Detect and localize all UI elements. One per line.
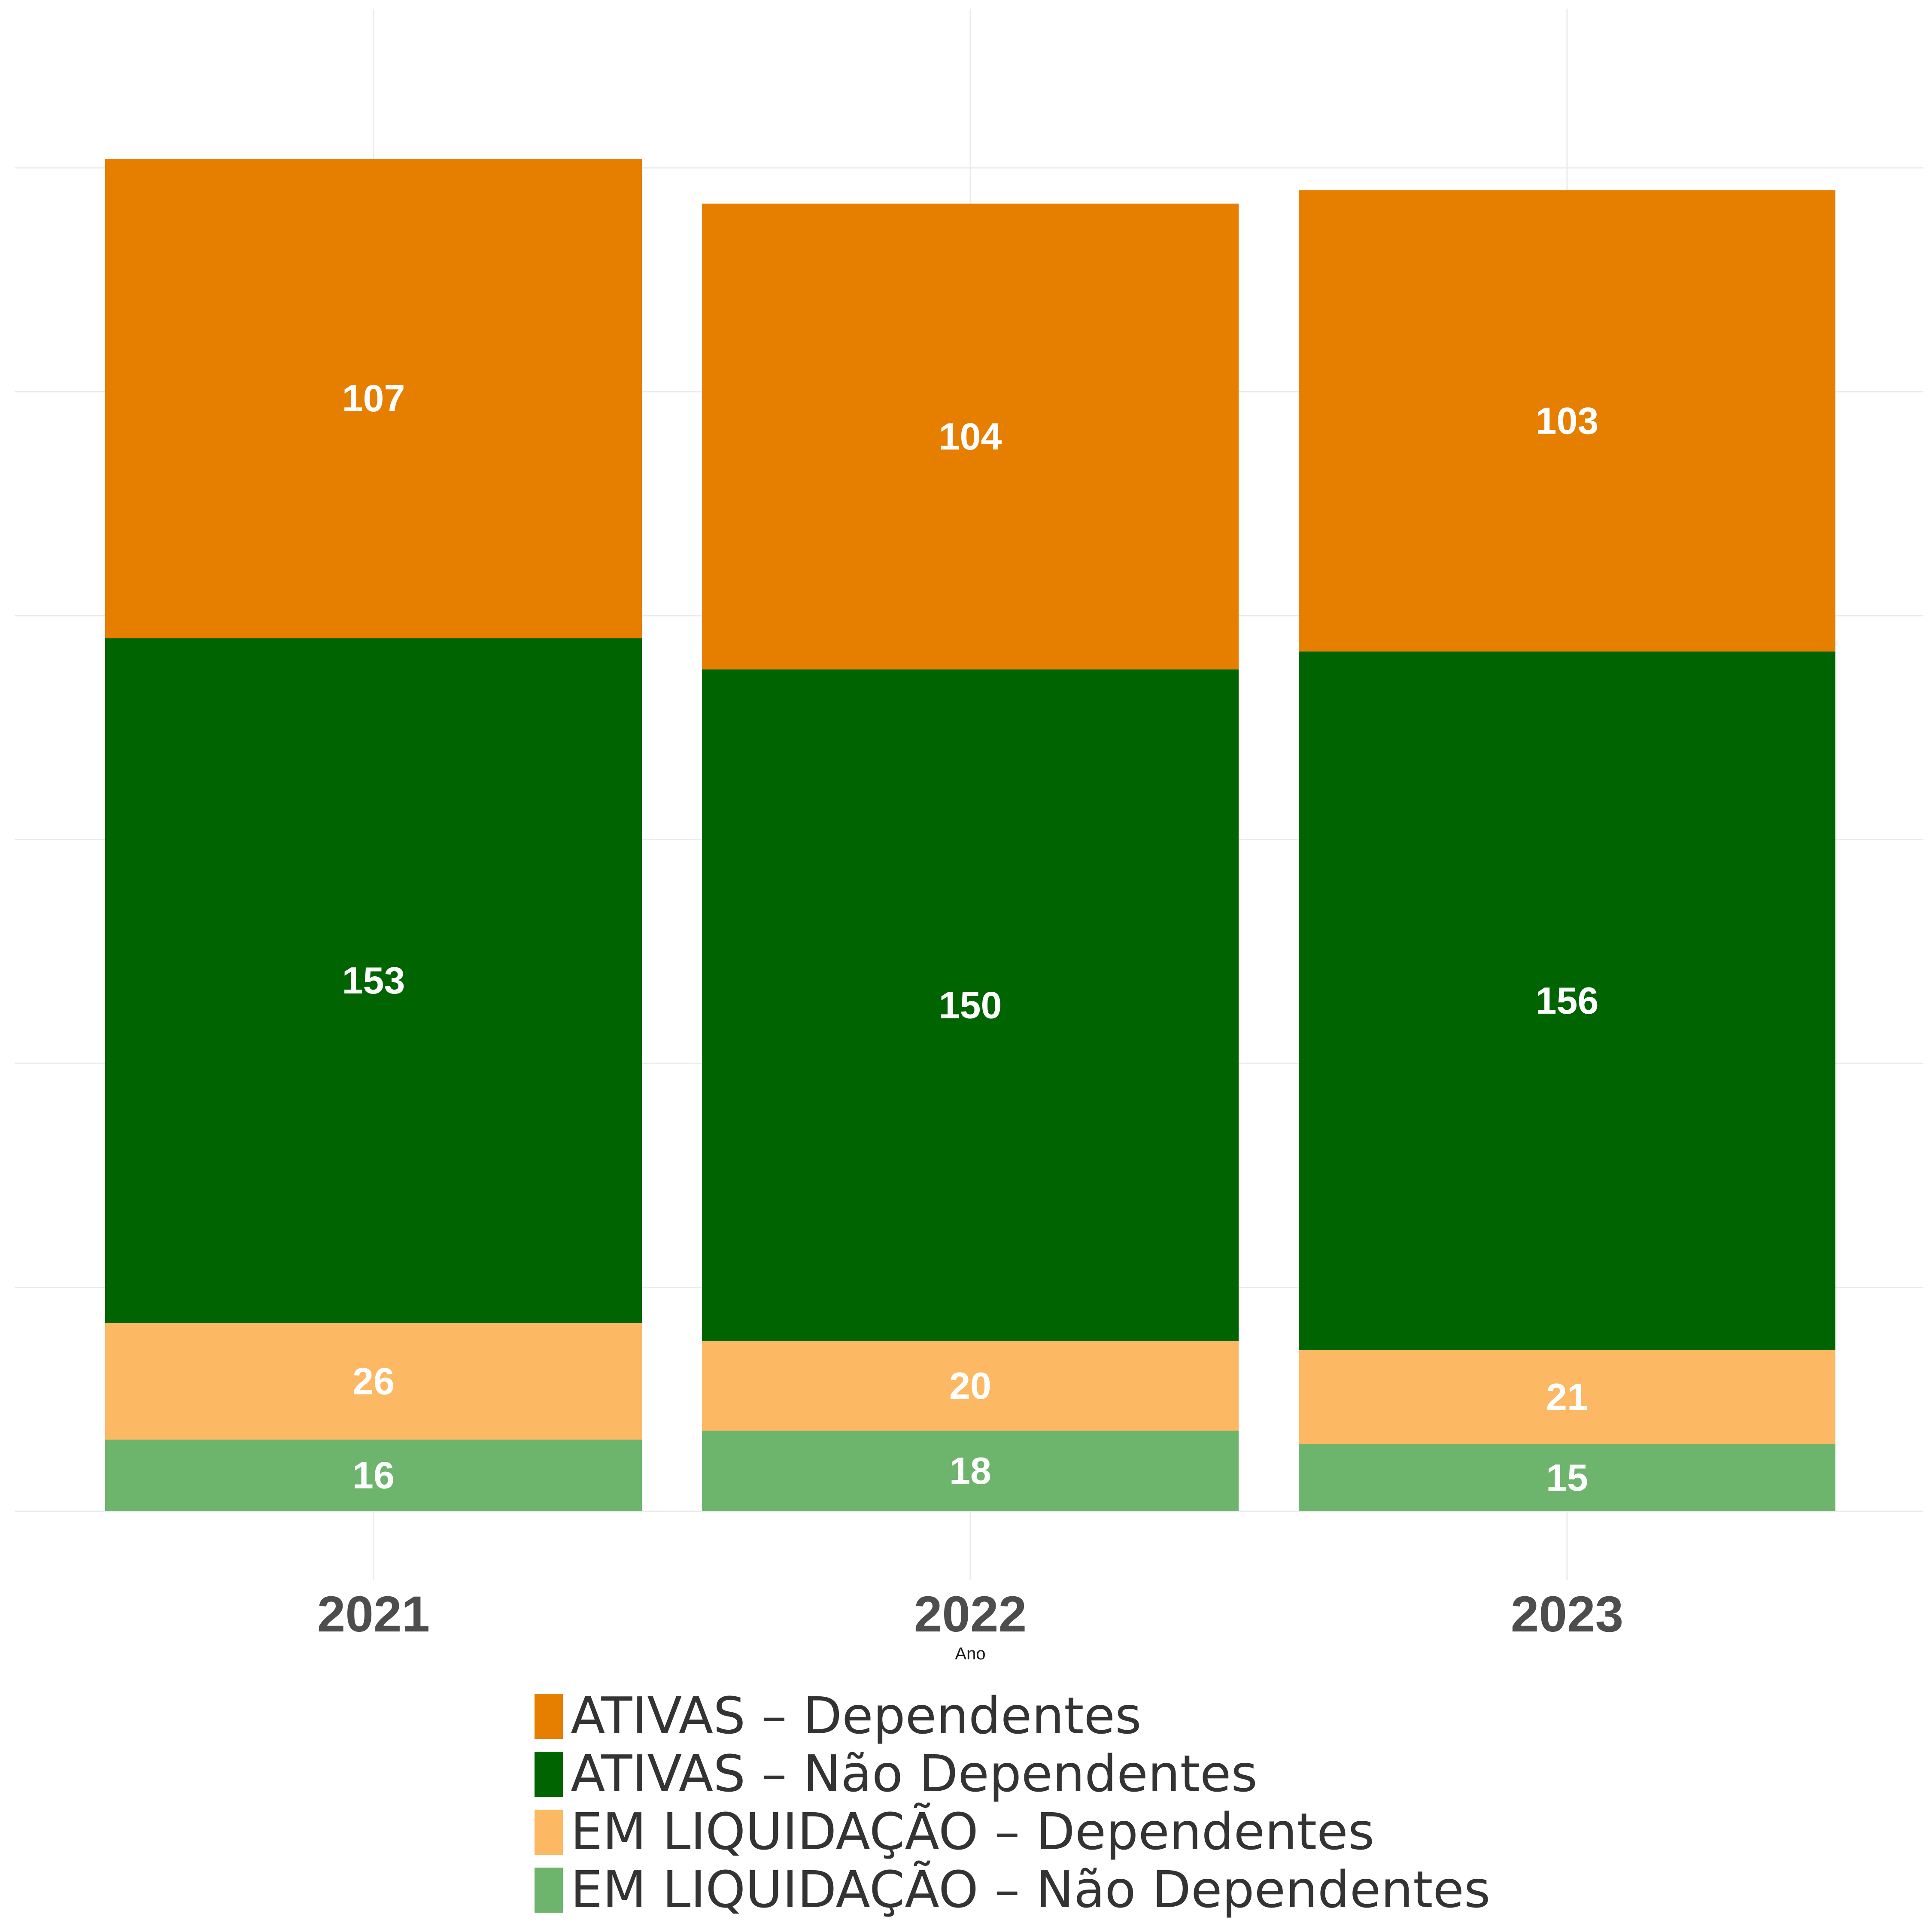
legend-entry-label: ATIVAS – Não Dependentes [571, 1744, 1258, 1803]
legend-swatch [535, 1868, 563, 1913]
bar-segment [702, 204, 1239, 670]
bar-value-label: 156 [1536, 979, 1599, 1022]
bar-value-label: 18 [949, 1449, 991, 1492]
bar-segment [1299, 1350, 1835, 1444]
legend-entry-label: EM LIQUIDAÇÃO – Dependentes [571, 1802, 1374, 1861]
legend-entry-label: EM LIQUIDAÇÃO – Não Dependentes [571, 1860, 1491, 1919]
bar-segment [105, 159, 642, 638]
bar-segment [1299, 651, 1835, 1350]
bar-segment [702, 1431, 1239, 1511]
bar-segment [702, 669, 1239, 1341]
x-tick-label: 2021 [317, 1586, 430, 1643]
legend-entry-label: ATIVAS – Dependentes [571, 1686, 1142, 1745]
bar-value-label: 21 [1546, 1376, 1588, 1418]
bar-value-label: 150 [939, 984, 1002, 1026]
bar-segment [105, 1440, 642, 1511]
legend-swatch [535, 1694, 563, 1739]
bar-value-label: 104 [939, 415, 1002, 458]
bars [105, 159, 1835, 1511]
bar-segment [105, 638, 642, 1323]
legend-swatch [535, 1752, 563, 1797]
bar-value-label: 15 [1546, 1456, 1588, 1499]
x-axis-title: Ano [955, 1644, 985, 1663]
x-axis: 2021 2022 2023 [317, 1586, 1624, 1643]
bar-segment [1299, 190, 1835, 652]
bar-value-label: 103 [1536, 399, 1599, 442]
bar-segment [702, 1341, 1239, 1431]
legend-swatch [535, 1810, 563, 1855]
bar-labels: 16 26 153 107 18 20 150 104 15 21 156 103 [342, 377, 1599, 1499]
bar-value-label: 16 [352, 1454, 395, 1497]
x-tick-label: 2023 [1511, 1586, 1624, 1643]
bar-segment [105, 1323, 642, 1440]
bar-segment [1299, 1444, 1835, 1511]
x-tick-label: 2022 [914, 1586, 1027, 1643]
bar-value-label: 107 [342, 377, 405, 419]
bar-value-label: 153 [342, 959, 405, 1002]
bar-value-label: 26 [352, 1360, 395, 1403]
bar-value-label: 20 [949, 1364, 991, 1407]
